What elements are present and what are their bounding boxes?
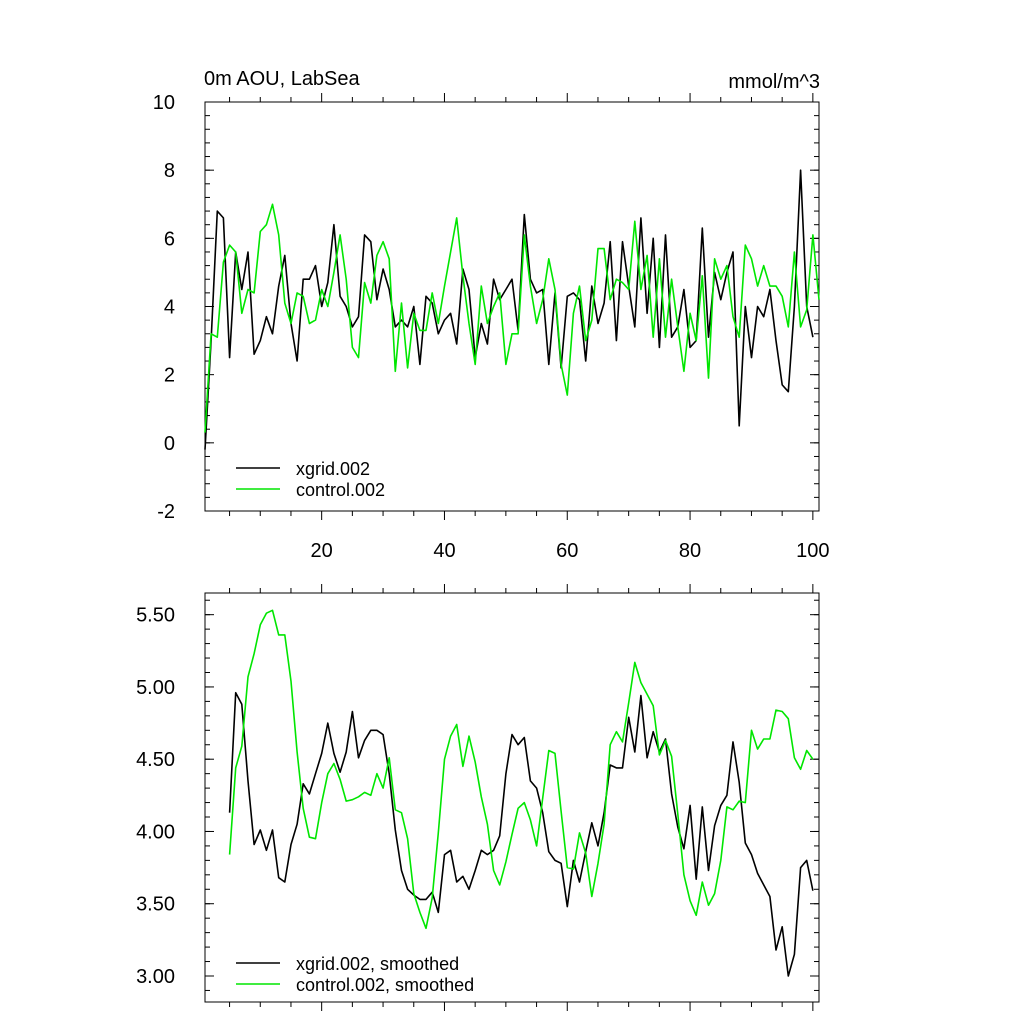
top-panel-title: 0m AOU, LabSea: [204, 68, 361, 90]
series-line-control: [204, 203, 820, 433]
y-tick-label: 6: [164, 228, 175, 250]
y-tick-label: 8: [164, 160, 175, 182]
bottom-panel-ticks: 3.00 3.50 4.00 4.50 5.00 5.50: [136, 584, 819, 1011]
y-tick-label: -2: [157, 501, 175, 523]
legend-label: xgrid.002, smoothed: [296, 954, 459, 974]
x-tick-label: 20: [311, 540, 333, 562]
top-panel-frame: [204, 101, 820, 512]
series-line-xgrid: [204, 169, 814, 450]
y-tick-label: 0: [164, 433, 175, 455]
y-tick-label: 4.50: [136, 749, 175, 771]
y-tick-label: 3.50: [136, 894, 175, 916]
y-tick-label: 10: [153, 92, 175, 114]
legend-label: control.002, smoothed: [296, 975, 474, 995]
top-panel: 0m AOU, LabSea mmol/m^3 -2 0 2 4 6 8 10 20 40 60 8…: [153, 68, 830, 562]
series-line-xgrid: [228, 691, 814, 977]
y-tick-label: 5.00: [136, 677, 175, 699]
x-tick-label: 40: [433, 540, 455, 562]
top-panel-ticks: -2 0 2 4 6 8 10 20 40 60 80 100: [153, 92, 830, 562]
y-tick-label: 2: [164, 365, 175, 387]
bottom-panel: 3.00 3.50 4.00 4.50 5.00 5.50 xgrid.002, smoo…: [136, 584, 820, 1011]
y-tick-label: 4.00: [136, 821, 175, 843]
top-panel-units: mmol/m^3: [728, 71, 820, 93]
x-tick-label: 100: [796, 540, 829, 562]
top-panel-series: [204, 169, 820, 450]
series-line-control: [228, 609, 814, 930]
legend-label: xgrid.002: [296, 459, 370, 479]
y-tick-label: 4: [164, 297, 175, 319]
y-tick-label: 5.50: [136, 605, 175, 627]
x-tick-label: 60: [556, 540, 578, 562]
bottom-panel-frame: [204, 592, 820, 1003]
legend-label: control.002: [296, 480, 385, 500]
bottom-panel-series: [228, 609, 814, 977]
x-tick-label: 80: [679, 540, 701, 562]
y-tick-label: 3.00: [136, 966, 175, 988]
